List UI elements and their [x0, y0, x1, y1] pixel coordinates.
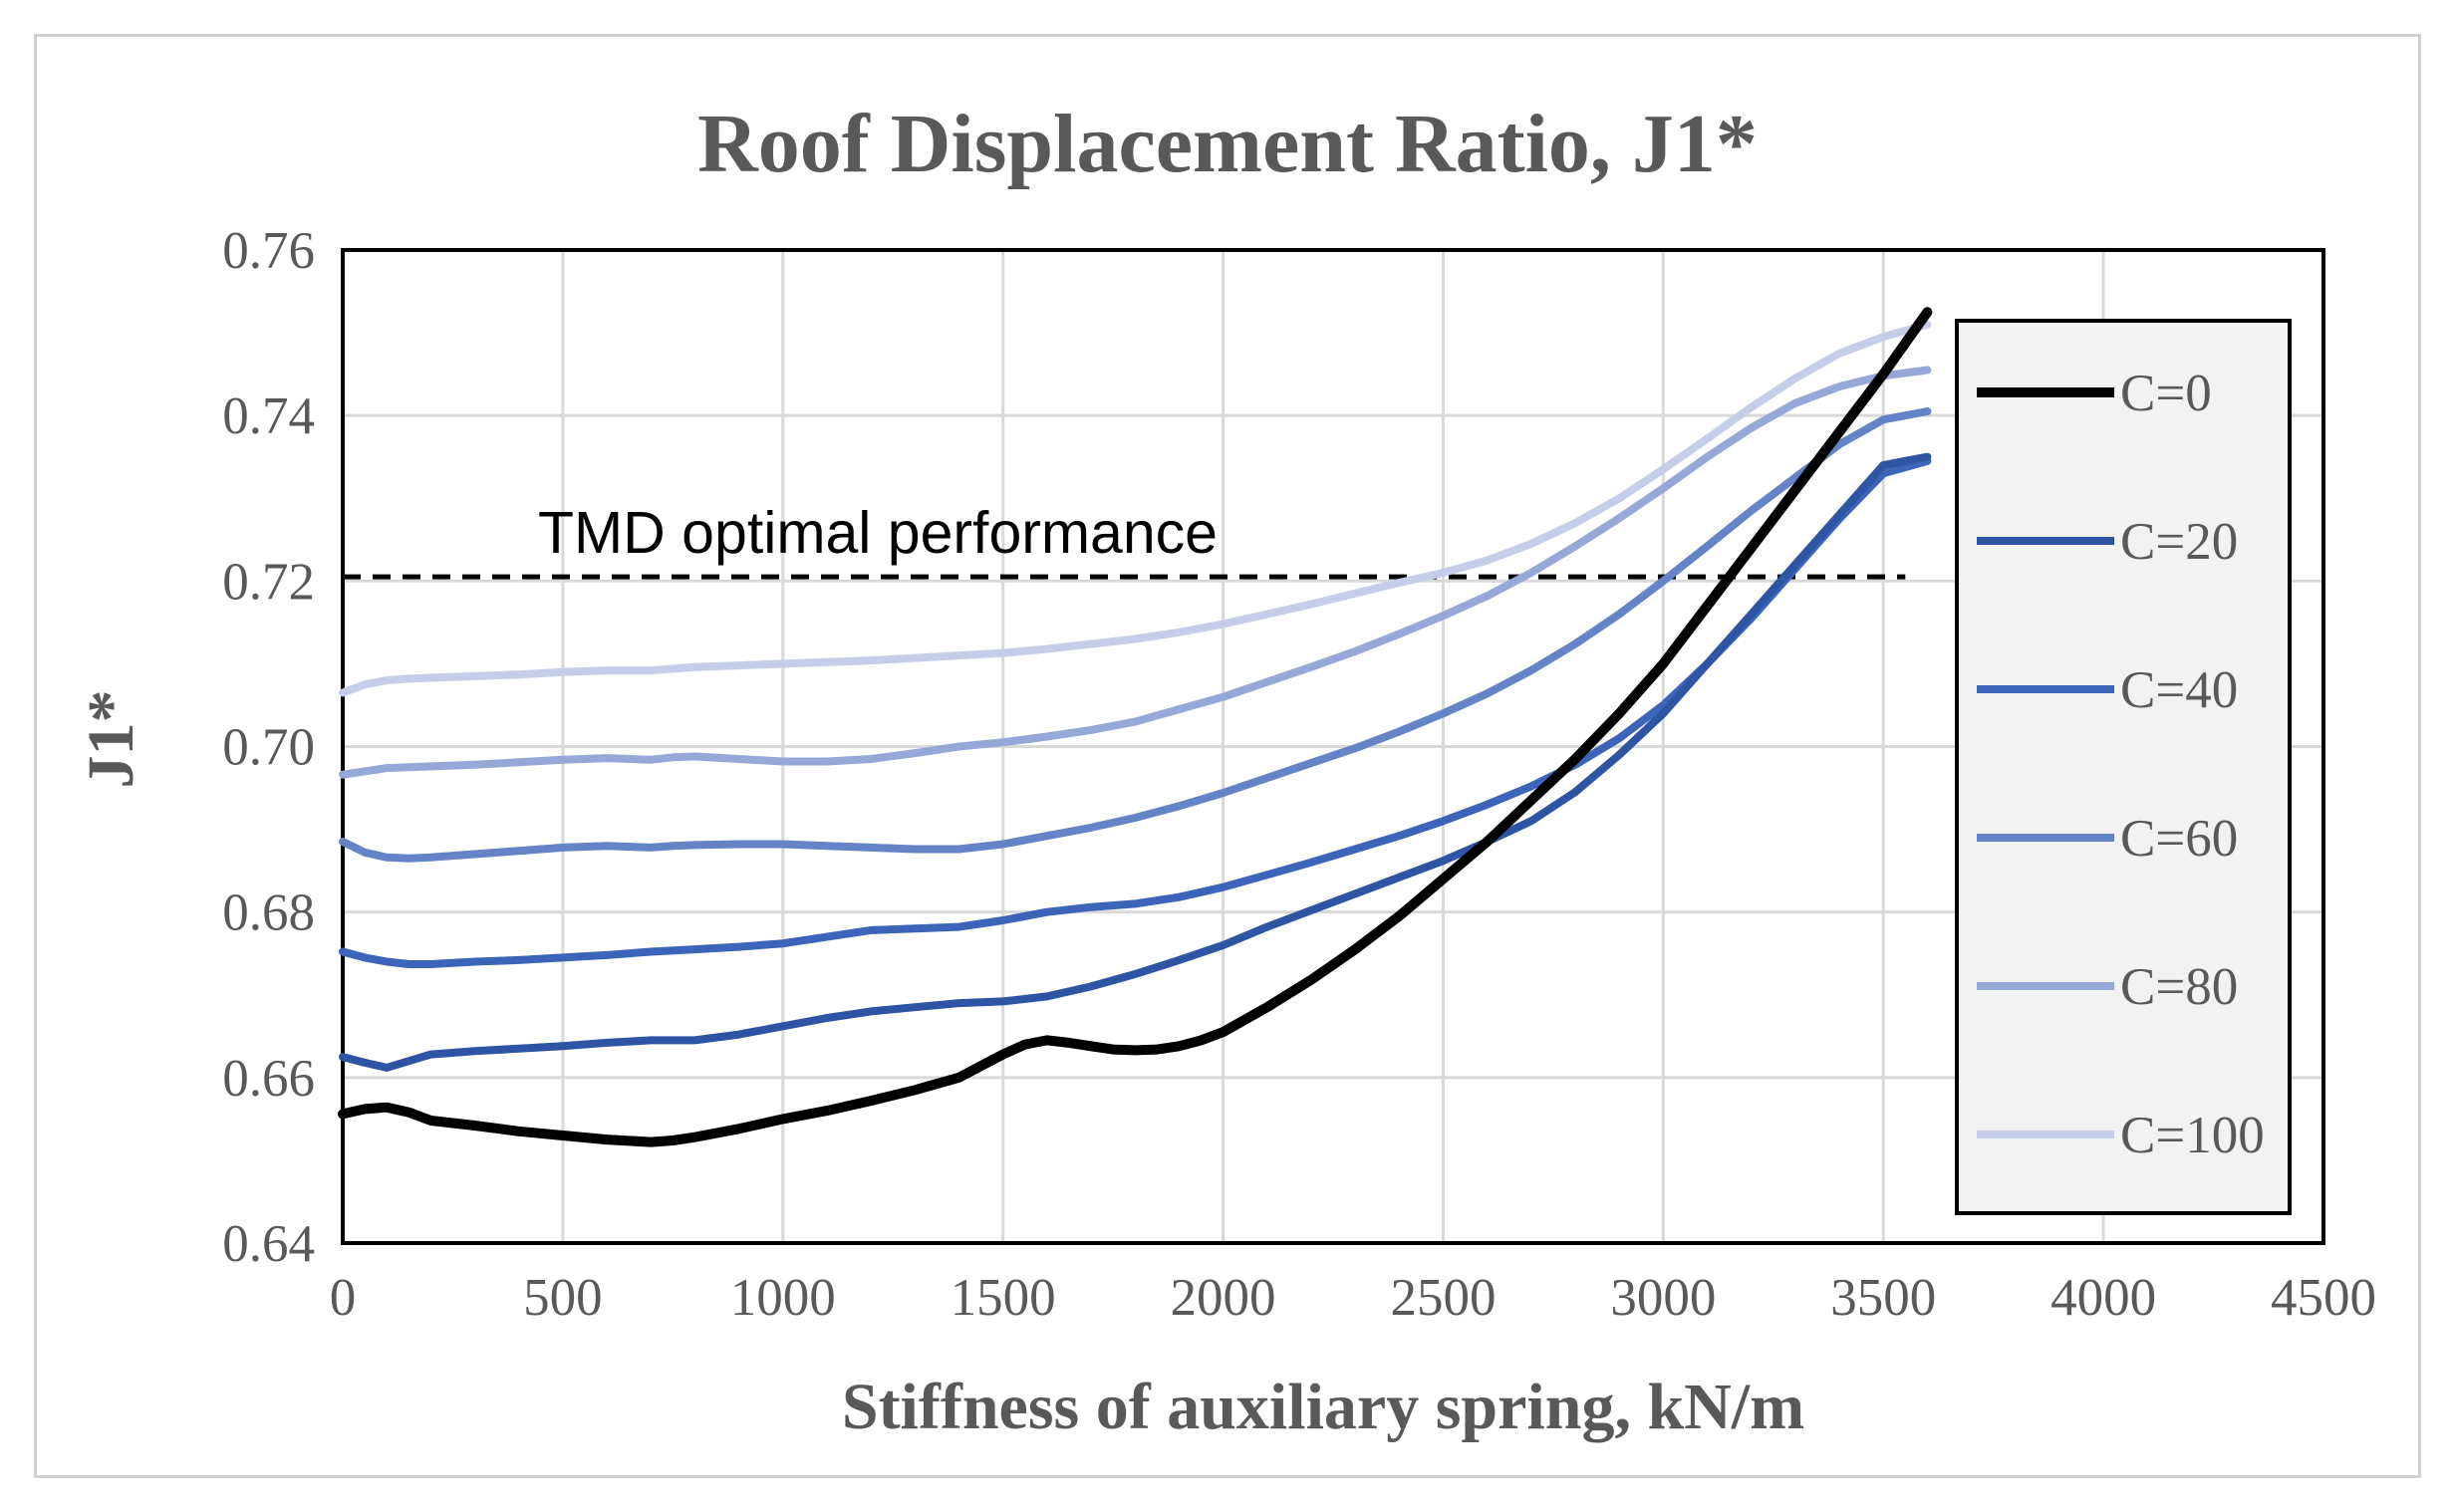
y-tick-label: 0.66 [222, 1050, 315, 1108]
y-tick-label: 0.70 [222, 719, 315, 777]
x-tick-label: 0 [330, 1269, 357, 1327]
series-line-c-100 [339, 320, 1932, 697]
series-line-c-40 [339, 456, 1932, 968]
legend-box [1955, 319, 2292, 1215]
series-line-c-60 [339, 407, 1932, 863]
x-tick-label: 500 [523, 1269, 603, 1327]
legend-label-c-40: C=40 [2120, 661, 2238, 719]
series-line-c-20 [339, 452, 1932, 1072]
x-tick-label: 1500 [951, 1269, 1056, 1327]
series-line-c-80 [339, 366, 1932, 779]
y-tick-label: 0.68 [222, 884, 315, 942]
x-tick-label: 4000 [2050, 1269, 2156, 1327]
y-tick-labels: 0.64 0.66 0.68 0.70 0.72 0.74 0.76 [222, 222, 315, 1273]
y-tick-label: 0.74 [222, 387, 315, 445]
legend-label-c-60: C=60 [2120, 810, 2238, 868]
legend-label-c-100: C=100 [2120, 1107, 2265, 1164]
legend-label-c-80: C=80 [2120, 958, 2238, 1016]
x-axis-title: Stiffness of auxiliary spring, kN/m [842, 1371, 1804, 1443]
tmd-optimal-label: TMD optimal performance [538, 500, 1218, 566]
x-tick-label: 2500 [1390, 1269, 1496, 1327]
y-tick-label: 0.72 [222, 553, 315, 611]
legend-label-c-20: C=20 [2120, 513, 2238, 571]
legend: C=0 C=20 C=40 C=60 C=80 C=100 [1955, 319, 2292, 1215]
series-line-c-0 [338, 307, 1933, 1147]
x-tick-labels: 0 500 1000 1500 2000 2500 3000 3500 4000 4500 [330, 1269, 2376, 1327]
x-tick-label: 2000 [1171, 1269, 1276, 1327]
x-tick-label: 3500 [1830, 1269, 1936, 1327]
x-tick-label: 1000 [730, 1269, 836, 1327]
y-axis-title: J1* [75, 690, 147, 789]
y-tick-label: 0.76 [222, 222, 315, 280]
y-tick-label: 0.64 [222, 1215, 315, 1273]
series-lines [338, 307, 1933, 1147]
legend-label-c-0: C=0 [2120, 365, 2212, 422]
x-tick-label: 4500 [2271, 1269, 2376, 1327]
chart-title: Roof Displacement Ratio, J1* [697, 98, 1758, 190]
x-tick-label: 3000 [1610, 1269, 1716, 1327]
plot-area-border [341, 248, 2325, 1245]
